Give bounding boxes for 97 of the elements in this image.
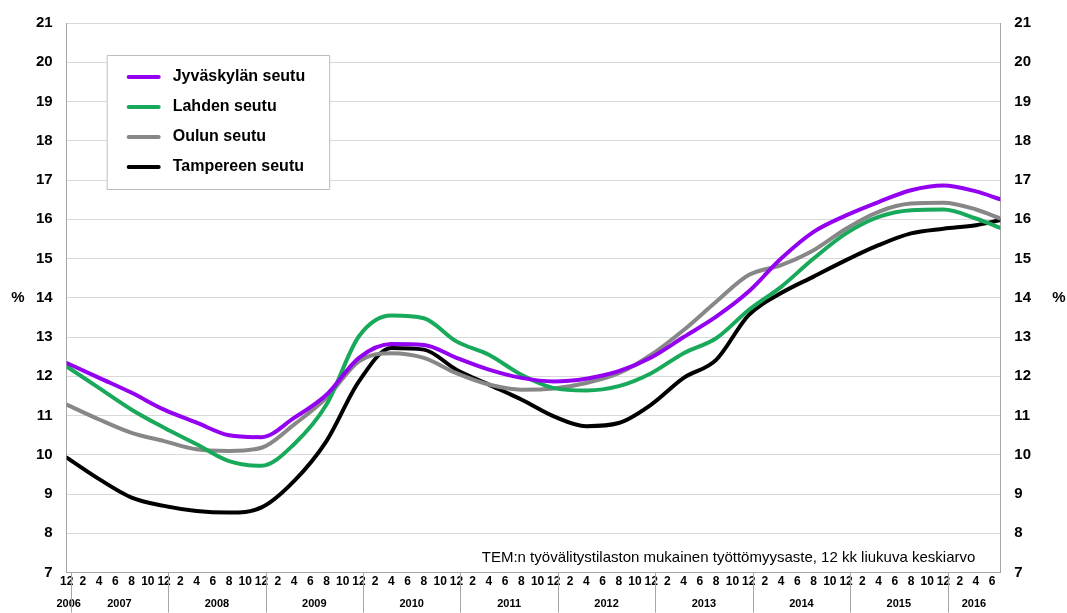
x-tick-label: 4 <box>582 574 590 589</box>
x-tick-label: 8 <box>517 574 525 589</box>
x-tick-label: 8 <box>712 574 720 589</box>
y2-tick-label: 15 <box>1014 248 1031 266</box>
text: 2016 <box>961 597 987 610</box>
y-tick-label: 11 <box>36 405 53 423</box>
text: 2008 <box>204 597 230 610</box>
x-tick-label: 2 <box>177 574 184 589</box>
x-tick-label: 10 <box>336 574 350 589</box>
x-tick-label: 2 <box>761 574 769 589</box>
x-tick-label: 6 <box>891 574 899 589</box>
x-tick-label: 2 <box>79 574 87 589</box>
x-tick-label: 6 <box>988 574 996 589</box>
x-tick-label: 8 <box>907 574 915 589</box>
y-tick-label: 12 <box>36 366 53 384</box>
x-tick-label: 6 <box>112 574 120 589</box>
x-tick-label: 2 <box>858 574 866 589</box>
y2-tick-label: 14 <box>1014 287 1032 305</box>
text: 2006 <box>56 597 81 610</box>
y-tick-label: 8 <box>44 523 53 541</box>
text: 2015 <box>886 597 912 610</box>
x-tick-label: 10 <box>920 574 935 589</box>
y-tick-label: 20 <box>36 52 53 70</box>
y2-tick-label: 8 <box>1014 523 1023 541</box>
y2-tick-label: 13 <box>1014 327 1031 345</box>
y2-tick-label: 17 <box>1014 170 1031 188</box>
x-tick-label: 6 <box>209 574 217 589</box>
text: 2014 <box>789 597 815 610</box>
y-axis-title: % <box>11 287 25 305</box>
y-tick-label: 21 <box>36 13 53 31</box>
y-tick-label: 16 <box>36 209 53 227</box>
x-tick-label: 8 <box>615 574 623 589</box>
legend-label: Tampereen seutu <box>172 157 304 175</box>
x-tick-label: 6 <box>306 574 314 589</box>
x-tick-label: 2 <box>371 574 379 589</box>
x-tick-label: 4 <box>388 574 396 589</box>
x-tick-label: 6 <box>599 574 607 589</box>
y-tick-label: 14 <box>36 287 54 305</box>
y-tick-label: 9 <box>44 484 53 502</box>
x-tick-label: 10 <box>141 574 155 589</box>
x-tick-label: 8 <box>225 574 233 589</box>
x-tick-label: 2 <box>566 574 574 589</box>
text: 2012 <box>594 597 619 610</box>
x-tick-label: 2 <box>956 574 964 589</box>
x-tick-label: 2 <box>664 574 672 589</box>
text: 2010 <box>399 597 424 610</box>
x-tick-label: 8 <box>420 574 428 589</box>
y2-tick-label: 10 <box>1014 444 1031 462</box>
x-tick-label: 10 <box>238 574 253 589</box>
x-tick-label: 4 <box>193 574 201 589</box>
x-tick-label: 6 <box>696 574 704 589</box>
x-tick-label: 10 <box>530 574 545 589</box>
text: 2013 <box>691 597 717 610</box>
x-tick-label: 10 <box>823 574 837 589</box>
legend-label: Jyväskylän seutu <box>172 67 306 85</box>
x-tick-label: 10 <box>628 574 642 589</box>
y-tick-label: 19 <box>36 91 53 109</box>
y2-tick-label: 16 <box>1014 209 1031 227</box>
y-tick-label: 15 <box>36 248 53 266</box>
line-series <box>66 218 1001 515</box>
x-tick-label: 4 <box>777 574 785 589</box>
text: 2011 <box>497 597 522 610</box>
x-tick-label: 6 <box>501 574 509 589</box>
y-tick-label: 7 <box>44 562 53 580</box>
y-tick-label: 13 <box>36 327 53 345</box>
y-tick-label: 18 <box>36 130 53 148</box>
x-tick-label: 4 <box>95 574 103 589</box>
y2-tick-label: 12 <box>1014 366 1031 384</box>
x-tick-label: 4 <box>290 574 298 589</box>
legend-label: Oulun seutu <box>172 127 267 145</box>
y2-tick-label: 19 <box>1014 91 1031 109</box>
text: 2007 <box>107 597 132 610</box>
x-tick-label: 4 <box>680 574 688 589</box>
x-tick-label: 8 <box>810 574 818 589</box>
x-tick-label: 2 <box>469 574 477 589</box>
y2-tick-label: 18 <box>1014 130 1031 148</box>
x-tick-label: 6 <box>794 574 802 589</box>
x-tick-label: 4 <box>972 574 980 589</box>
x-tick-label: 6 <box>404 574 412 589</box>
x-tick-label: 8 <box>128 574 136 589</box>
x-tick-label: 2 <box>274 574 282 589</box>
y2-tick-label: 20 <box>1014 52 1031 70</box>
y2-tick-label: 9 <box>1014 484 1023 502</box>
legend-label: Lahden seutu <box>172 97 277 115</box>
annotation: TEM:n työvälitystilaston mukainen työttömyysaste, 12 kk liukuva keskiarvo <box>481 548 976 566</box>
y2-tick-label: 21 <box>1014 13 1031 31</box>
y2-tick-label: 7 <box>1014 562 1023 580</box>
x-tick-label: 10 <box>725 574 740 589</box>
x-tick-label: 8 <box>323 574 331 589</box>
y2-axis-title: % <box>1052 287 1066 305</box>
x-tick-label: 10 <box>433 574 448 589</box>
text: 2009 <box>302 597 327 610</box>
y-tick-label: 17 <box>36 170 53 188</box>
x-tick-label: 4 <box>875 574 883 589</box>
y2-tick-label: 11 <box>1014 405 1031 423</box>
y-tick-label: 10 <box>36 444 53 462</box>
x-tick-label: 4 <box>485 574 493 589</box>
